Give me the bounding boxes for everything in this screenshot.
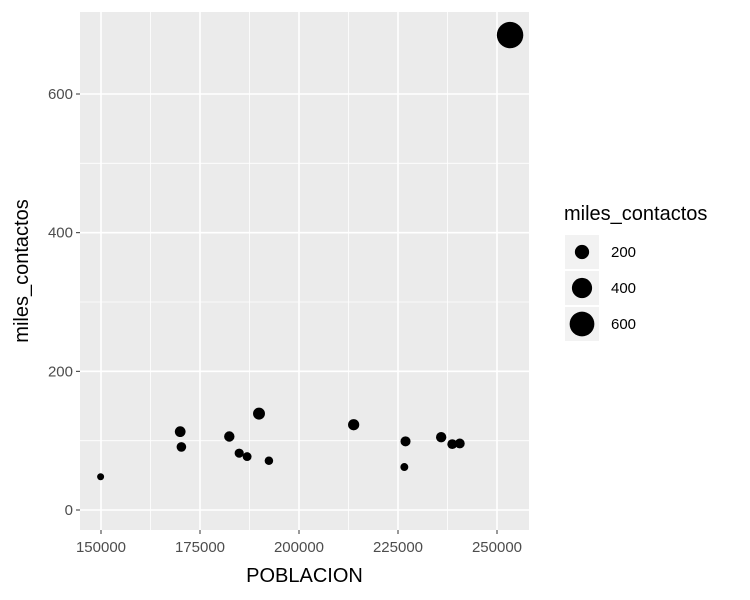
data-point [454,438,465,449]
y-axis: 0 200 400 600 [48,86,80,519]
x-axis-title: POBLACION [246,565,363,587]
y-axis-title: miles_contactos [11,199,33,342]
data-point [176,442,187,452]
major-gridlines [80,12,529,530]
legend-key-symbol [569,311,595,337]
data-point [253,407,265,420]
data-point [435,432,447,443]
data-point [400,463,409,471]
data-point [496,21,524,49]
x-axis: 150000 175000 200000 225000 250000 [76,530,522,556]
legend-label: 200 [611,244,636,261]
data-points [97,21,524,481]
y-tick-label: 0 [65,502,73,519]
data-point [174,426,186,438]
y-tick-label: 400 [48,225,73,242]
data-point [400,436,411,447]
plot-panel [80,12,529,530]
x-tick-label: 250000 [472,539,522,556]
x-tick-label: 225000 [373,539,423,556]
legend-key-symbol [574,244,590,260]
data-point [242,452,252,462]
data-point [348,419,360,431]
size-legend: miles_contactos 200 400 600 [564,203,707,341]
data-point [234,448,244,458]
data-point [224,431,235,442]
data-point [97,473,105,481]
legend-key-symbol [571,277,593,299]
data-point [447,439,458,450]
legend-title: miles_contactos [564,203,707,225]
legend-label: 400 [611,280,636,297]
y-tick-label: 200 [48,363,73,380]
y-tick-label: 600 [48,86,73,103]
data-point [264,456,274,466]
x-tick-label: 175000 [175,539,225,556]
legend-label: 600 [611,316,636,333]
x-tick-label: 200000 [274,539,324,556]
minor-gridlines [80,12,529,530]
x-tick-label: 150000 [76,539,126,556]
